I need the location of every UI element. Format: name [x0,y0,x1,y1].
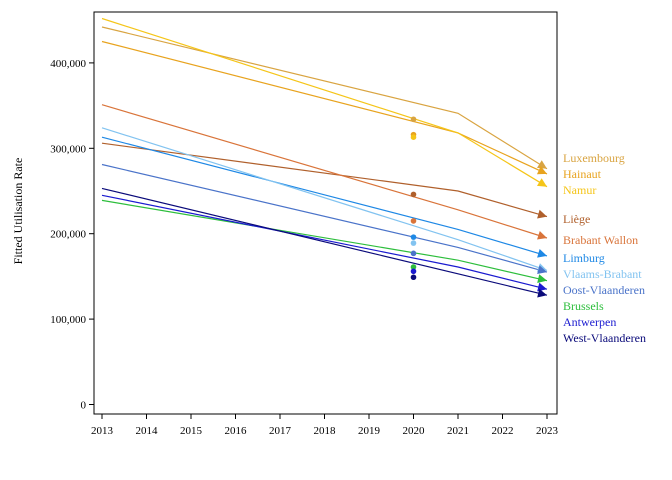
y-tick-label: 300,000 [50,143,86,155]
x-tick-label: 2020 [403,425,426,437]
series-line [101,136,548,257]
arrowhead [536,178,547,187]
series-line [101,142,548,218]
legend-label: Hainaut [563,167,602,181]
y-tick-label: 0 [81,400,87,412]
legend-label: Brussels [563,299,604,313]
series-line [101,17,548,188]
legend-label: Oost-Vlaanderen [563,283,645,297]
arrowhead [537,265,547,275]
arrowhead [536,160,547,169]
arrowhead [536,166,547,175]
arrowhead [537,230,547,240]
y-axis-label: Fitted Utilisation Rate [11,158,25,265]
series-line [101,163,548,273]
arrowhead [537,282,547,292]
x-tick-label: 2018 [314,425,337,437]
point-2020 [410,268,417,275]
series-line [101,194,548,290]
y-tick-label: 100,000 [50,314,86,326]
point-2020 [410,234,417,240]
plot-frame [93,11,558,415]
series-line [101,187,548,296]
point-2020 [410,250,417,257]
series-line [101,199,548,282]
point-2020 [410,191,417,198]
point-2020 [410,240,417,246]
point-2020 [410,116,417,123]
x-tick-label: 2013 [91,425,114,437]
y-tick-label: 200,000 [50,229,86,241]
series-line [101,104,548,239]
legend-label: West-Vlaanderen [563,331,646,345]
x-tick-label: 2019 [358,425,381,437]
x-tick-label: 2016 [225,425,248,437]
point-2020 [410,218,417,224]
legend-label: Luxembourg [563,151,625,165]
legend-label: Brabant Wallon [563,233,638,247]
point-2020 [410,274,417,281]
series-line [101,26,548,170]
x-tick-label: 2017 [269,425,292,437]
arrowhead [537,249,547,258]
x-tick-label: 2015 [180,425,203,437]
legend-label: Vlaams-Brabant [563,267,642,281]
point-2020 [410,134,417,140]
x-tick-label: 2023 [536,425,559,437]
legend-label: Namur [563,183,596,197]
x-tick-label: 2022 [492,425,514,437]
point-2020 [410,264,417,270]
x-tick-label: 2021 [447,425,469,437]
legend-label: Liège [563,212,590,226]
legend-label: Antwerpen [563,315,616,329]
arrowhead [537,209,547,219]
x-tick-label: 2014 [136,425,159,437]
arrowhead [537,288,547,298]
legend-label: Limburg [563,251,605,265]
series-line [101,127,548,271]
y-tick-label: 400,000 [50,58,86,70]
arrowhead [537,274,547,284]
